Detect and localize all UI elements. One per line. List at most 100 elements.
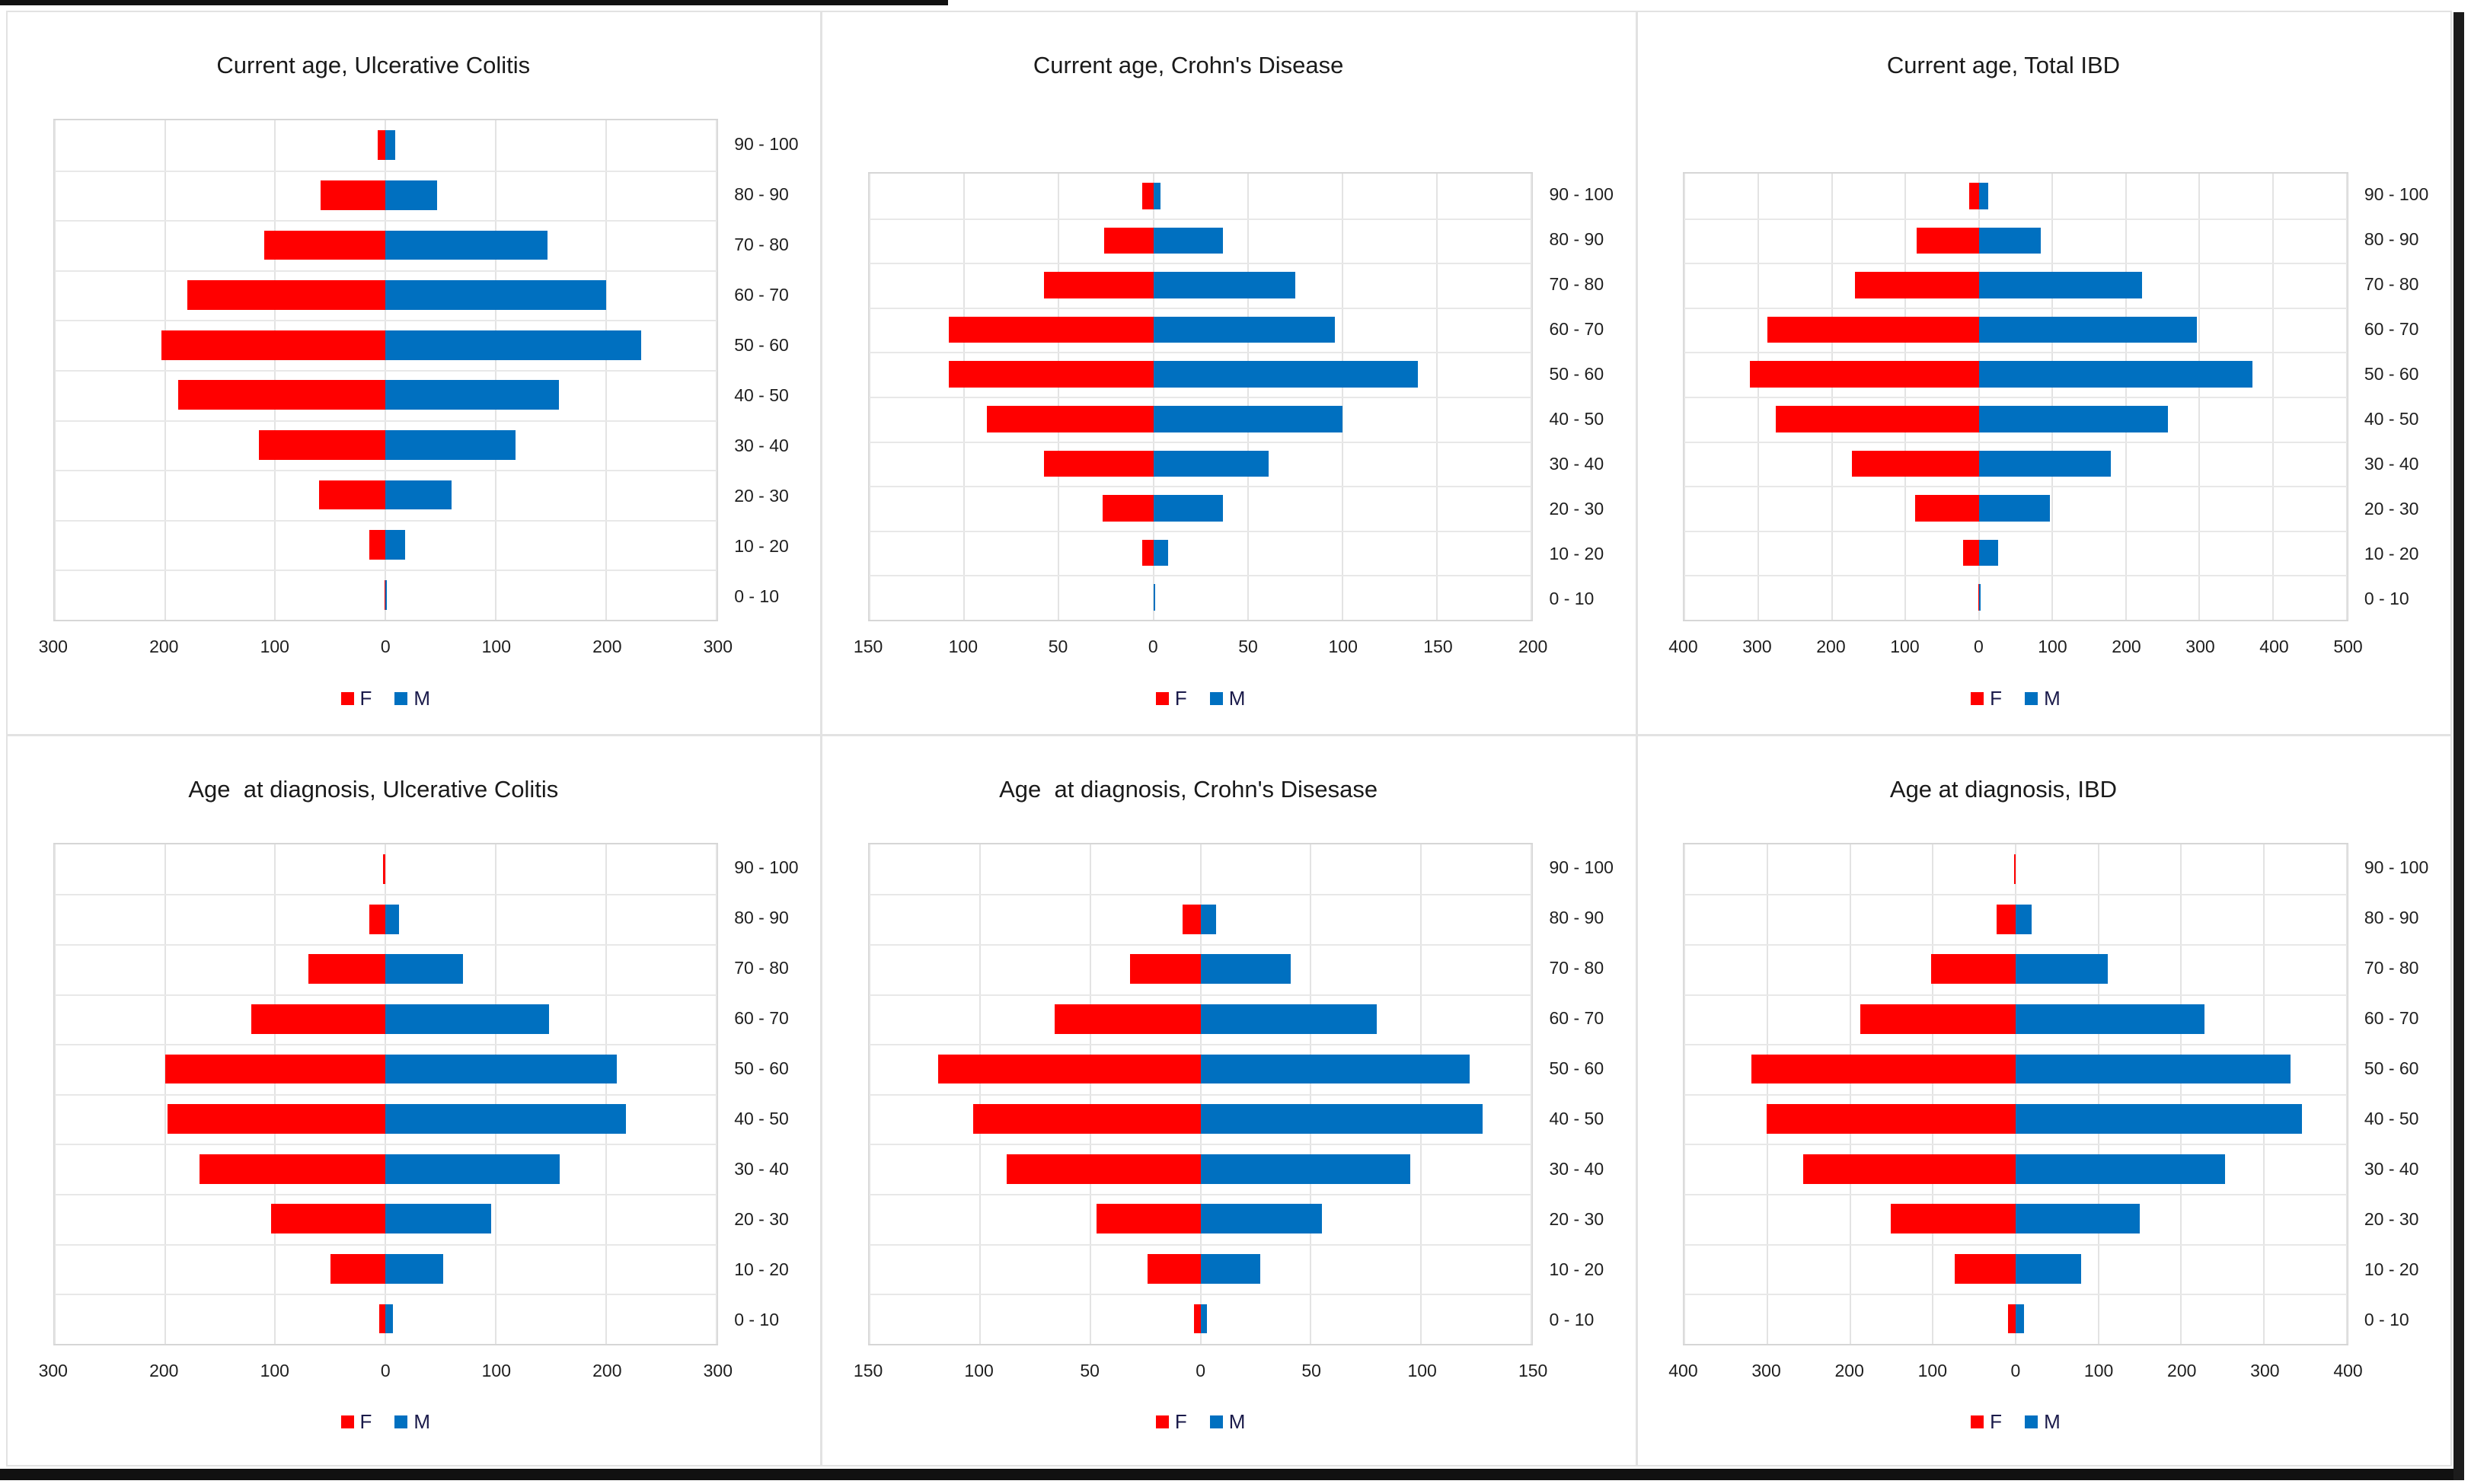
bar-female <box>1914 495 1979 522</box>
horizontal-gridline <box>1684 441 2347 443</box>
chart-title: Current age, Ulcerative Colitis <box>216 52 531 78</box>
legend-m-swatch-icon <box>1209 691 1223 705</box>
horizontal-gridline <box>1684 218 2347 220</box>
horizontal-gridline <box>1684 1294 2347 1296</box>
age-bin-label: 40 - 50 <box>1549 409 1604 429</box>
age-bin-axis: 90 - 100 80 - 90 70 - 80 60 - 70 50 - 60 40 -… <box>1550 843 1634 1345</box>
x-tick-label: 50 <box>1301 1360 1321 1380</box>
bar-male <box>385 579 387 610</box>
bar-male <box>1153 272 1295 298</box>
bar-female <box>1055 1004 1201 1034</box>
horizontal-gridline <box>54 894 717 896</box>
age-bin-label: 90 - 100 <box>1549 857 1614 878</box>
age-bin-label: 10 - 20 <box>1549 1259 1604 1280</box>
bar-male <box>2015 904 2032 934</box>
bar-male <box>1978 584 1981 611</box>
window-right-edge-bar <box>2453 12 2464 1480</box>
bar-male <box>2015 1253 2081 1284</box>
plot-area <box>868 172 1534 621</box>
legend: F M <box>53 1409 718 1435</box>
legend-item-m: M <box>2025 1410 2061 1434</box>
bar-female <box>1102 495 1154 522</box>
horizontal-gridline <box>870 1193 1532 1195</box>
bar-female <box>1931 954 2016 985</box>
chart-panel-diagnosis-age-cd: Age at diagnosis, Crohn's Disesase 90 - … <box>822 736 1636 1465</box>
horizontal-gridline <box>870 575 1532 577</box>
legend-f-swatch-icon <box>1155 1415 1169 1429</box>
bar-male <box>1978 539 1998 566</box>
age-bin-label: 20 - 30 <box>734 485 789 506</box>
legend-m-label: M <box>1228 686 1246 710</box>
age-bin-label: 70 - 80 <box>2364 274 2419 294</box>
x-tick-label: 400 <box>2259 637 2289 656</box>
age-bin-label: 30 - 40 <box>734 435 789 455</box>
age-bin-axis: 90 - 100 80 - 90 70 - 80 60 - 70 50 - 60 40 -… <box>734 843 819 1345</box>
bar-male <box>1200 1054 1470 1084</box>
bar-female <box>987 406 1154 432</box>
bar-male <box>1978 183 1989 209</box>
bar-male <box>1200 954 1291 985</box>
x-tick-label: 100 <box>481 637 511 656</box>
legend: F M <box>868 685 1533 711</box>
age-bin-label: 90 - 100 <box>1549 184 1614 204</box>
age-bin-label: 40 - 50 <box>1549 1109 1604 1129</box>
bar-female <box>383 854 386 884</box>
bar-male <box>1153 495 1224 522</box>
x-tick-label: 200 <box>2167 1360 2197 1380</box>
bar-male <box>1200 1154 1410 1184</box>
x-tick-label: 150 <box>1423 637 1453 656</box>
chart-title: Current age, Total IBD <box>1886 52 2121 78</box>
bar-male <box>385 480 452 510</box>
chart-panel-current-age-ibd: Current age, Total IBD 90 - 100 80 - 90 70… <box>1637 12 2450 734</box>
age-bin-label: 10 - 20 <box>734 535 789 556</box>
age-bin-label: 50 - 60 <box>734 334 789 355</box>
legend-item-f: F <box>1155 687 1187 710</box>
x-axis: 300 200 100 0 100 200 300 <box>39 1360 733 1387</box>
horizontal-gridline <box>54 1294 717 1296</box>
bar-male <box>1200 904 1216 934</box>
bar-female <box>319 480 386 510</box>
legend-item-f: F <box>340 1410 372 1434</box>
x-tick-label: 500 <box>2333 637 2363 656</box>
bar-female <box>1183 904 1201 934</box>
x-tick-label: 100 <box>2038 637 2067 656</box>
legend-m-label: M <box>2044 1410 2061 1434</box>
bar-male <box>2015 1154 2225 1184</box>
bar-female <box>1996 904 2016 934</box>
bar-male <box>385 1104 627 1134</box>
age-bin-label: 90 - 100 <box>2364 184 2429 204</box>
bar-male <box>1153 406 1342 432</box>
vertical-gridline <box>715 120 717 620</box>
age-bin-label: 90 - 100 <box>734 133 799 154</box>
bar-female <box>1916 227 1979 254</box>
vertical-gridline <box>2345 174 2348 620</box>
horizontal-gridline <box>54 1044 717 1046</box>
age-bin-label: 40 - 50 <box>734 385 789 405</box>
horizontal-gridline <box>54 420 717 422</box>
window-bottom-edge-bar <box>0 1469 2464 1480</box>
age-bin-label: 70 - 80 <box>734 234 789 254</box>
bar-female <box>973 1104 1201 1134</box>
x-tick-label: 100 <box>481 1360 511 1380</box>
x-tick-label: 300 <box>38 1360 68 1380</box>
legend-m-label: M <box>1228 1410 1246 1434</box>
legend-item-m: M <box>1209 1410 1246 1434</box>
horizontal-gridline <box>1684 994 2347 996</box>
horizontal-gridline <box>1684 1044 2347 1046</box>
bar-female <box>178 380 386 410</box>
age-bin-label: 70 - 80 <box>1549 274 1604 294</box>
age-bin-label: 0 - 10 <box>734 1310 780 1330</box>
legend: F M <box>1683 1409 2348 1435</box>
bar-female <box>1043 450 1154 477</box>
age-bin-label: 50 - 60 <box>1549 364 1604 384</box>
horizontal-gridline <box>870 1044 1532 1046</box>
horizontal-gridline <box>54 370 717 372</box>
age-bin-label: 20 - 30 <box>1549 1209 1604 1230</box>
bar-female <box>251 1004 386 1034</box>
legend-f-label: F <box>359 686 372 710</box>
age-bin-label: 0 - 10 <box>1549 589 1595 608</box>
chart-title: Age at diagnosis, Crohn's Disesase <box>999 775 1378 803</box>
legend-f-label: F <box>1990 1410 2003 1434</box>
horizontal-gridline <box>870 1294 1532 1296</box>
age-bin-label: 50 - 60 <box>1549 1058 1604 1079</box>
